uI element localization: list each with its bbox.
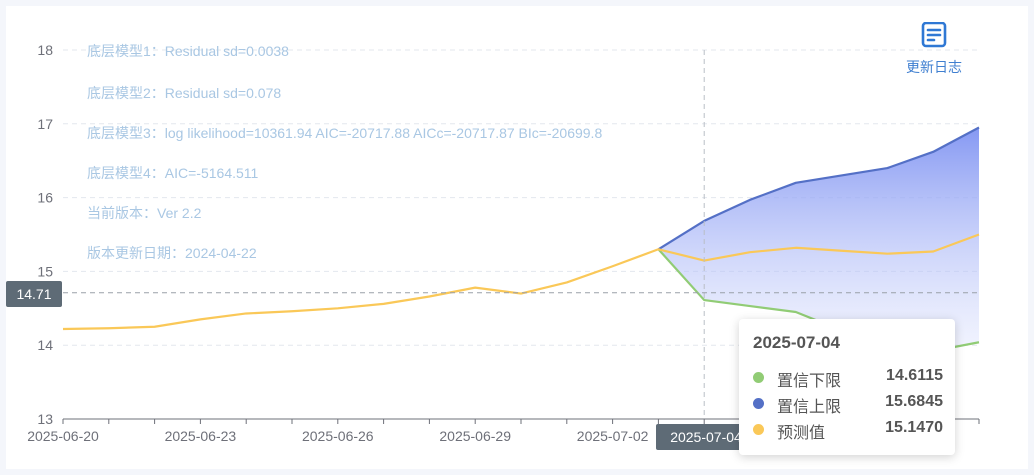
tooltip-series-name: 预测值: [777, 425, 826, 442]
x-tick-label: 2025-06-26: [302, 428, 374, 444]
y-tick-label: 15: [37, 263, 53, 279]
legend-dot: [753, 372, 764, 383]
tooltip-series-value: 14.6115: [886, 367, 943, 384]
note-update-date: 版本更新日期：2024-04-22: [87, 245, 257, 261]
confidence-area: [658, 127, 979, 352]
x-tick-label: 2025-06-23: [165, 428, 237, 444]
upper-bound-line: [657, 126, 980, 251]
tooltip-series-name: 置信上限: [777, 399, 842, 416]
note-model-2: 底层模型2：Residual sd=0.078: [87, 85, 282, 101]
tooltip-row-lower: 置信下限 14.6115: [753, 367, 943, 390]
confidence-band: [658, 127, 979, 352]
tooltip-series-name: 置信下限: [777, 373, 842, 390]
tooltip-title: 2025-07-04: [753, 333, 840, 352]
tooltip-series-value: 15.1470: [885, 419, 943, 436]
y-tick-label: 16: [37, 190, 53, 206]
y-tick-label: 18: [37, 42, 53, 58]
y-pointer-label: 14.71: [6, 281, 62, 307]
note-model-4: 底层模型4：AIC=-5164.511: [87, 165, 259, 181]
x-tick-label: 2025-07-02: [577, 428, 649, 444]
legend-dot: [753, 398, 764, 409]
changelog-label: 更新日志: [906, 59, 962, 75]
note-version: 当前版本：Ver 2.2: [87, 205, 202, 221]
x-tick-label: 2025-06-20: [27, 428, 99, 444]
y-axis: 13 14 15 16 17 18: [37, 42, 53, 427]
tooltip-row-upper: 置信上限 15.6845: [753, 393, 943, 416]
y-tick-label: 14: [37, 337, 53, 353]
note-model-1: 底层模型1：Residual sd=0.0038: [87, 43, 289, 59]
crosshair: [63, 50, 979, 419]
y-tick-label: 13: [37, 411, 53, 427]
tooltip: 2025-07-04 置信下限 14.6115 置信上限 15.6845 预测值…: [739, 319, 955, 455]
note-model-3: 底层模型3：log likelihood=10361.94 AIC=-20717…: [87, 125, 603, 141]
forecast-line: [62, 233, 980, 331]
changelog-button[interactable]: 更新日志: [900, 21, 968, 77]
tooltip-row-forecast: 预测值 15.1470: [753, 419, 943, 442]
x-tick-label: 2025-06-29: [439, 428, 511, 444]
y-tick-label: 17: [37, 116, 53, 132]
tooltip-series-value: 15.6845: [885, 393, 943, 410]
document-list-icon: [921, 21, 947, 48]
legend-dot: [753, 424, 764, 435]
